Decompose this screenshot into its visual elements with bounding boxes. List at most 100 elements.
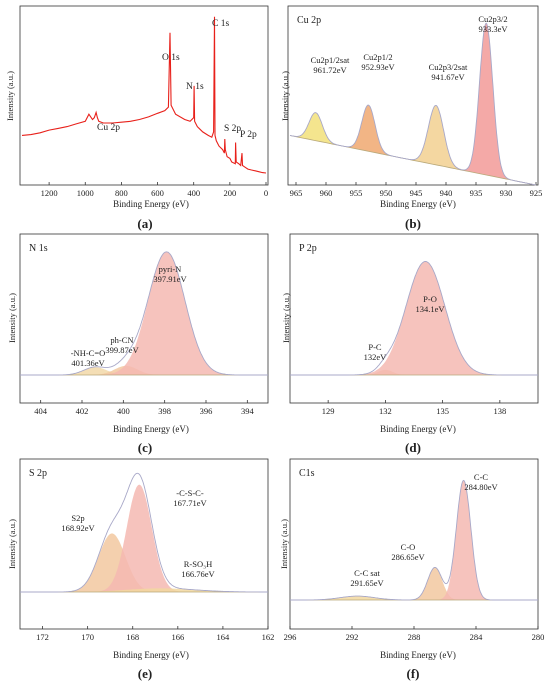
- panel-title: N 1s: [29, 243, 48, 254]
- peak-label: P-C 132eV: [364, 342, 388, 362]
- x-tick-label: 284: [470, 632, 484, 642]
- envelope-line: [20, 251, 268, 376]
- y-axis-label: Intensity (a.u.): [7, 519, 17, 569]
- envelope-line: [290, 479, 538, 601]
- panel-caption: (e): [138, 666, 152, 681]
- panel-caption: (d): [405, 440, 421, 455]
- peak-label: Cu2p1/2sat 961.72eV: [311, 55, 350, 75]
- x-axis-label: Binding Energy (eV): [113, 199, 189, 209]
- x-tick-label: 280: [532, 632, 545, 642]
- y-axis-label: Intensity (a.u.): [280, 71, 290, 121]
- plot-frame: [19, 5, 269, 186]
- survey-spectrum-line: [21, 16, 267, 174]
- panel-caption: (c): [138, 440, 152, 455]
- peak-label-name: -C-S-C-: [176, 488, 204, 498]
- peak-label-name: P-O: [423, 294, 437, 304]
- peak-label-value: 134.1eV: [415, 304, 445, 314]
- x-tick-label: 288: [408, 632, 421, 642]
- fitted-peak-area: [389, 105, 483, 175]
- fitted-peak-area: [390, 567, 480, 600]
- peak-label: -C-S-C-167.71eV: [173, 488, 207, 508]
- x-tick-label: 164: [217, 632, 231, 642]
- peak-label: C-C sat 291.65eV: [350, 568, 384, 588]
- x-tick-label: 200: [223, 188, 236, 198]
- fitted-peak-area: [25, 367, 166, 375]
- x-tick-label: 292: [346, 632, 359, 642]
- peak-labels: P-C 132eV P-O 134.1eV: [364, 294, 446, 362]
- x-tick-label: 925: [530, 188, 543, 198]
- x-tick-label: 960: [320, 188, 333, 198]
- x-tick-label: 166: [171, 632, 184, 642]
- panel-title: Cu 2p: [297, 15, 321, 26]
- peak-label: ph-CN 399.87eV: [105, 335, 139, 355]
- peak-label: S2p 168.92eV: [61, 513, 95, 533]
- x-tick-label: 394: [241, 406, 255, 416]
- panel-title: P 2p: [299, 243, 317, 254]
- peak-label-name: Cu2p1/2sat: [311, 55, 350, 65]
- peak-label-value: 286.65eV: [391, 552, 425, 562]
- x-tick-label: 132: [379, 406, 392, 416]
- x-tick-label: 950: [380, 188, 393, 198]
- x-tick-label: 138: [493, 406, 506, 416]
- peak-label-name: ph-CN: [110, 335, 133, 345]
- x-axis-label: Binding Energy (eV): [380, 650, 456, 660]
- envelope-line: [289, 22, 537, 186]
- chart-panel-2: 965 960 955 950 945 940 935 930 925 Binding Energ…: [275, 5, 543, 231]
- fitted-peak-area: [419, 480, 508, 600]
- x-tick-label: 135: [436, 406, 449, 416]
- chart-panel-1: 1200 1000 800 600 400 200 0 Binding Energy (eV)…: [5, 5, 269, 231]
- fitted-peaks: [306, 261, 545, 375]
- peak-label-value: 166.76eV: [181, 569, 215, 579]
- peak-labels: Cu2p1/2sat 961.72eV Cu2p1/2 952.93eV Cu2p3/2…: [311, 14, 509, 82]
- peak-label: C-C 284.80eV: [464, 472, 498, 492]
- x-tick-label: 172: [36, 632, 49, 642]
- peak-label-value: 397.91eV: [153, 274, 187, 284]
- panel-caption: (b): [405, 216, 421, 231]
- peak-annotation: P 2p: [240, 130, 257, 140]
- peak-label-name: R-SO₃H: [184, 559, 212, 569]
- peak-label: pyri-N 397.91eV: [153, 264, 187, 284]
- plot-frame: [19, 458, 269, 630]
- peak-label-value: 168.92eV: [61, 523, 95, 533]
- x-tick-label: 400: [187, 188, 200, 198]
- chart-panel-5: 172 170 168 166 164 162 Binding Energy (eV) Int…: [0, 458, 366, 681]
- peak-label-name: Cu2p3/2: [478, 14, 507, 24]
- x-tick-label: 600: [151, 188, 164, 198]
- peak-label-value: 399.87eV: [105, 345, 139, 355]
- x-axis-ticks: 129 132 135 138: [322, 400, 506, 416]
- peak-label: Cu2p3/2sat 941.67eV: [429, 62, 468, 82]
- peak-label-value: 284.80eV: [464, 482, 498, 492]
- peak-annotation: S 2p: [224, 124, 241, 134]
- x-tick-label: 930: [500, 188, 513, 198]
- peak-annotation: Cu 2p: [97, 123, 120, 133]
- x-tick-label: 398: [158, 406, 171, 416]
- x-axis-label: Binding Energy (eV): [113, 650, 189, 660]
- peak-label-value: 401.36eV: [71, 358, 105, 368]
- fitted-peak-area: [445, 23, 527, 184]
- chart-panel-6: 296 292 288 284 280 Binding Energy (eV) Intens…: [252, 458, 545, 681]
- fitted-peak-area: [306, 261, 545, 375]
- peak-label-value: 941.67eV: [431, 72, 465, 82]
- x-tick-label: 129: [322, 406, 335, 416]
- panel-caption: (f): [407, 666, 420, 681]
- fitted-peak-area: [252, 596, 463, 600]
- y-axis-label: Intensity (a.u.): [7, 293, 17, 343]
- y-axis-label: Intensity (a.u.): [5, 71, 15, 121]
- x-axis-label: Binding Energy (eV): [380, 199, 456, 209]
- peak-label: P-O 134.1eV: [415, 294, 445, 314]
- fitted-peak-area: [53, 251, 280, 375]
- peak-label-name: Cu2p1/2: [363, 52, 392, 62]
- envelope-line: [290, 261, 538, 376]
- x-tick-label: 296: [284, 632, 297, 642]
- peak-label-name: -NH-C=O: [71, 348, 106, 358]
- fitted-peaks: [25, 251, 280, 375]
- peak-labels: S2p 168.92eV -C-S-C-167.71eV R-SO₃H 166.76eV: [61, 488, 215, 579]
- peak-label-value: 952.93eV: [361, 62, 395, 72]
- background-line: [289, 135, 537, 186]
- plot-frame: [289, 233, 539, 404]
- chart-panel-4: 129 132 135 138 Binding Energy (eV) Intensity…: [281, 233, 545, 455]
- fitted-peak-area: [63, 484, 216, 592]
- peak-label: C-O 286.65eV: [391, 542, 425, 562]
